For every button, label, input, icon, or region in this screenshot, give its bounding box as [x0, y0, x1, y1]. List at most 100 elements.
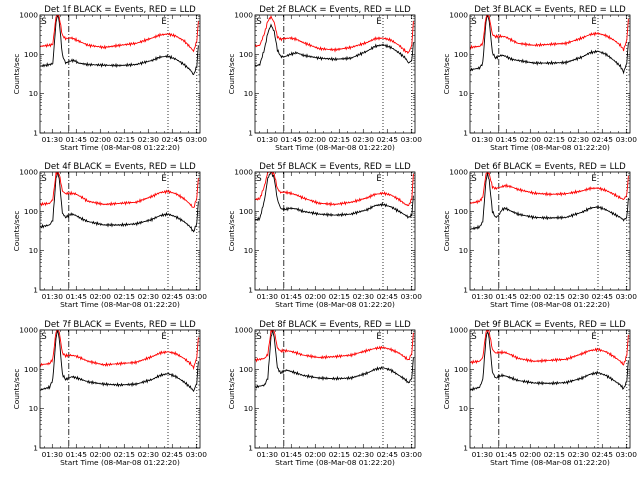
x-tick-label: 02:45: [592, 135, 614, 144]
panel-det-9f: Det 9f BLACK = Events, RED = LLD 1 10 100 10…: [442, 320, 637, 467]
y-tick-label: 100: [454, 50, 468, 59]
x-tick-label: 03:00: [186, 292, 208, 301]
y-axis-label: Counts/sec: [227, 211, 236, 252]
panel-title: Det 1f BLACK = Events, RED = LLD: [44, 5, 196, 15]
x-tick-label: 02:30: [568, 450, 590, 459]
panel-det-2f: Det 2f BLACK = Events, RED = LLD 1 10 100 10…: [227, 5, 422, 152]
y-axis-label: Counts/sec: [442, 54, 451, 95]
panel-title: Det 9f BLACK = Events, RED = LLD: [474, 320, 626, 330]
plot-frame: [254, 14, 416, 134]
end-marker: E: [161, 173, 166, 183]
x-tick-label: 02:30: [353, 135, 375, 144]
x-tick-label: 02:15: [329, 135, 351, 144]
y-tick-label: 1: [463, 444, 468, 453]
lld-series-line: [470, 330, 629, 366]
end-marker: E: [161, 331, 166, 341]
events-series-line: [40, 330, 199, 393]
x-tick-label: 02:00: [90, 135, 112, 144]
x-tick-label: 01:45: [496, 292, 518, 301]
events-series-line: [255, 172, 414, 222]
x-tick-label: 02:30: [568, 292, 590, 301]
lld-series-line: [255, 172, 414, 207]
y-tick-label: 10: [459, 404, 469, 413]
x-axis-label: Start Time (08-Mar-08 01:22:20): [490, 143, 610, 152]
events-series-line: [470, 15, 629, 75]
x-tick-label: 01:45: [281, 292, 303, 301]
panel-det-3f: Det 3f BLACK = Events, RED = LLD 1 10 100 10…: [442, 5, 637, 152]
y-axis-label: Counts/sec: [12, 211, 21, 252]
y-tick-label: 1000: [449, 326, 468, 335]
x-tick-label: 02:45: [162, 450, 184, 459]
y-tick-label: 100: [24, 207, 38, 216]
x-tick-label: 03:00: [401, 135, 423, 144]
x-tick-label: 02:30: [353, 292, 375, 301]
end-marker: E: [376, 331, 381, 341]
y-tick-label: 1: [33, 129, 38, 138]
x-axis-label: Start Time (08-Mar-08 01:22:20): [60, 143, 180, 152]
plot-frame: [39, 14, 201, 134]
start-marker: S: [471, 16, 476, 26]
lld-series-line: [40, 15, 199, 53]
x-tick-label: 01:45: [281, 450, 303, 459]
y-tick-label: 1000: [19, 168, 38, 177]
x-tick-label: 01:30: [472, 135, 494, 144]
events-series-line: [470, 331, 629, 392]
x-tick-label: 02:00: [520, 292, 542, 301]
y-tick-label: 100: [454, 365, 468, 374]
start-marker: S: [256, 16, 261, 26]
x-tick-label: 02:00: [305, 292, 327, 301]
x-axis-label: Start Time (08-Mar-08 01:22:20): [60, 458, 180, 467]
panel-title: Det 2f BLACK = Events, RED = LLD: [259, 5, 411, 15]
y-tick-label: 1000: [449, 168, 468, 177]
x-tick-label: 03:00: [616, 292, 638, 301]
panel-title: Det 6f BLACK = Events, RED = LLD: [474, 162, 626, 172]
start-marker: S: [41, 173, 46, 183]
y-tick-label: 10: [29, 404, 39, 413]
x-tick-label: 03:00: [616, 450, 638, 459]
y-axis-label: Counts/sec: [12, 54, 21, 95]
start-marker: S: [41, 331, 46, 341]
x-tick-label: 02:45: [162, 135, 184, 144]
x-tick-label: 02:15: [114, 292, 136, 301]
end-marker: E: [591, 331, 596, 341]
plot-frame: [254, 329, 416, 449]
end-marker: E: [376, 16, 381, 26]
y-tick-label: 1000: [234, 11, 253, 20]
x-tick-label: 02:30: [568, 135, 590, 144]
panel-det-1f: Det 1f BLACK = Events, RED = LLD 1 10 100 10…: [12, 5, 207, 152]
x-tick-label: 02:30: [138, 292, 160, 301]
x-tick-label: 03:00: [186, 450, 208, 459]
panel-title: Det 8f BLACK = Events, RED = LLD: [259, 320, 411, 330]
panel-title: Det 7f BLACK = Events, RED = LLD: [44, 320, 196, 330]
y-tick-label: 1: [248, 129, 253, 138]
x-tick-label: 02:00: [305, 135, 327, 144]
start-marker: S: [471, 173, 476, 183]
y-tick-label: 1: [463, 286, 468, 295]
events-series-line: [40, 15, 199, 76]
x-tick-label: 01:30: [42, 292, 64, 301]
y-axis-label: Counts/sec: [227, 54, 236, 95]
x-tick-label: 01:30: [257, 450, 279, 459]
x-axis-label: Start Time (08-Mar-08 01:22:20): [275, 458, 395, 467]
y-tick-label: 1: [463, 129, 468, 138]
y-tick-label: 10: [459, 246, 469, 255]
lld-series-line: [255, 330, 414, 363]
y-axis-label: Counts/sec: [442, 211, 451, 252]
panel-title: Det 4f BLACK = Events, RED = LLD: [44, 162, 196, 172]
plot-frame: [39, 171, 201, 291]
x-tick-label: 01:45: [66, 292, 88, 301]
y-tick-label: 1000: [19, 326, 38, 335]
x-tick-label: 02:15: [114, 135, 136, 144]
panel-title: Det 5f BLACK = Events, RED = LLD: [259, 162, 411, 172]
x-tick-label: 02:15: [544, 135, 566, 144]
events-series-line: [470, 172, 629, 231]
panel-det-8f: Det 8f BLACK = Events, RED = LLD 1 10 100 10…: [227, 320, 422, 467]
x-axis-label: Start Time (08-Mar-08 01:22:20): [275, 143, 395, 152]
x-tick-label: 02:15: [329, 292, 351, 301]
end-marker: E: [376, 173, 381, 183]
x-tick-label: 01:45: [496, 135, 518, 144]
y-tick-label: 1: [248, 444, 253, 453]
x-tick-label: 02:00: [520, 450, 542, 459]
x-tick-label: 02:00: [90, 450, 112, 459]
